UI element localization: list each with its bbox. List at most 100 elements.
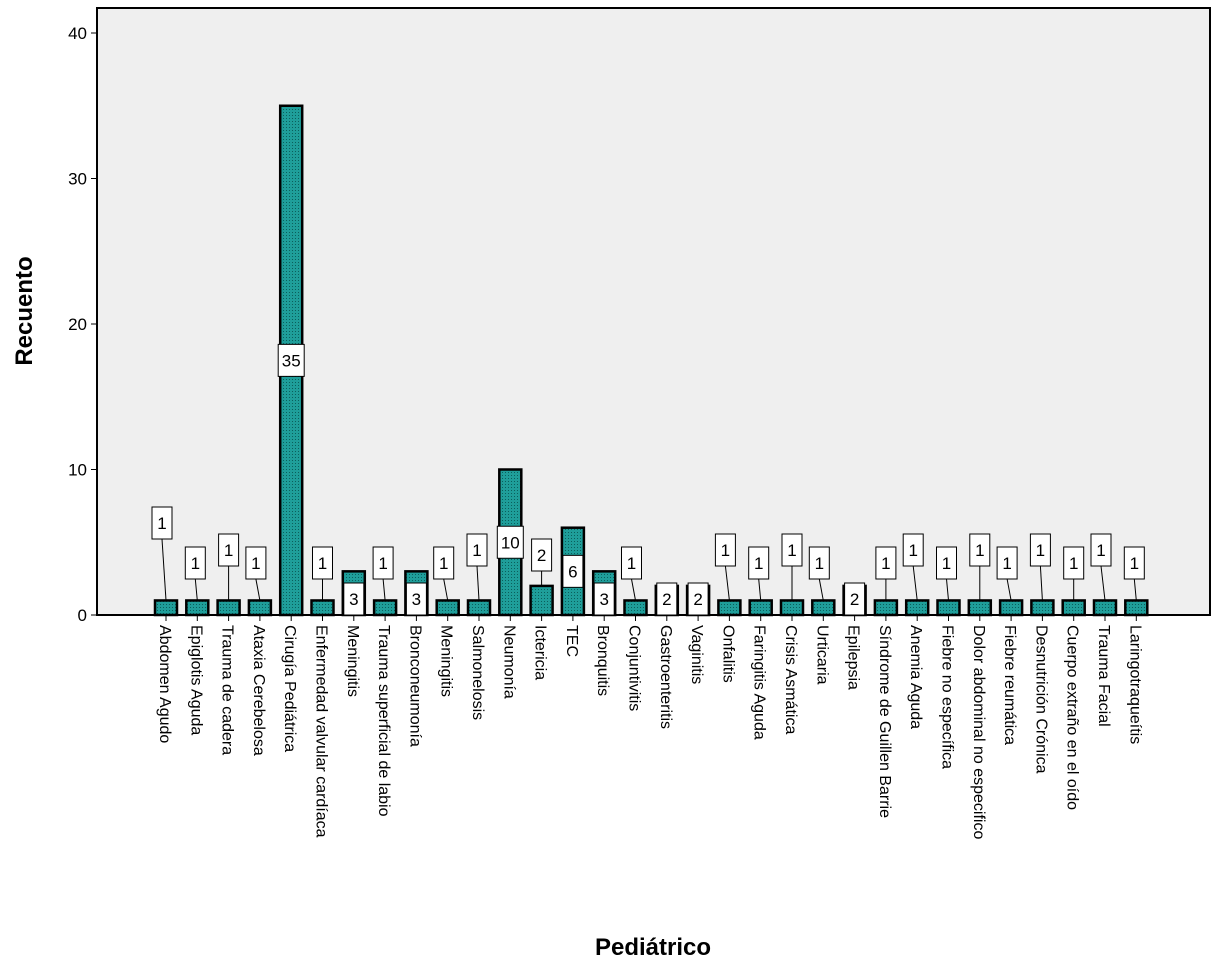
data-label-box bbox=[312, 546, 333, 580]
bar bbox=[185, 599, 210, 617]
bar bbox=[247, 599, 273, 617]
data-label: 1 bbox=[439, 554, 448, 573]
bar bbox=[873, 599, 899, 617]
bar bbox=[1124, 599, 1149, 617]
data-label: 2 bbox=[662, 590, 671, 609]
label-leader bbox=[443, 578, 449, 601]
data-label: 2 bbox=[537, 546, 546, 565]
data-label: 1 bbox=[627, 554, 636, 573]
label-leader bbox=[255, 578, 261, 601]
category-label: Ataxia Cerebelosa bbox=[250, 625, 267, 756]
bar bbox=[216, 599, 241, 617]
category-label: Fiebre reumática bbox=[1001, 625, 1018, 745]
data-label-box bbox=[277, 343, 305, 377]
category-label: Urticaria bbox=[813, 625, 830, 685]
data-label: 1 bbox=[1002, 554, 1011, 573]
data-label: 1 bbox=[318, 554, 327, 573]
bar bbox=[717, 599, 742, 617]
category-label: Epiglotis Aguda bbox=[187, 625, 204, 735]
category-label: Abdomen Agudo bbox=[156, 625, 173, 743]
data-label: 1 bbox=[754, 554, 763, 573]
data-label: 1 bbox=[942, 554, 951, 573]
category-label: Cirugía Pediátrica bbox=[281, 625, 298, 752]
data-label: 1 bbox=[224, 541, 233, 560]
category-label: Enfermedad valvular cardíaca bbox=[313, 625, 330, 838]
bar bbox=[435, 599, 460, 617]
bar bbox=[153, 599, 179, 617]
data-label: 1 bbox=[1096, 541, 1105, 560]
bar bbox=[811, 599, 836, 617]
data-label-box bbox=[936, 546, 957, 580]
label-leader bbox=[946, 578, 949, 601]
category-label: Meningitis bbox=[438, 625, 455, 697]
bar bbox=[623, 599, 648, 617]
data-label-box bbox=[496, 525, 524, 559]
data-label: 3 bbox=[349, 590, 358, 609]
y-tick-label: 30 bbox=[68, 170, 87, 189]
label-leader bbox=[1006, 578, 1012, 601]
bar bbox=[748, 599, 773, 617]
category-label: Meningitis bbox=[344, 625, 361, 697]
label-leader bbox=[758, 578, 762, 601]
label-leader bbox=[1039, 565, 1043, 601]
data-label: 2 bbox=[693, 590, 702, 609]
data-label-box bbox=[1063, 546, 1085, 580]
bar bbox=[967, 599, 993, 617]
data-label: 3 bbox=[412, 590, 421, 609]
data-label: 6 bbox=[568, 562, 577, 581]
data-label: 2 bbox=[850, 590, 859, 609]
data-label: 1 bbox=[1069, 554, 1078, 573]
category-label: Trauma superficial de labio bbox=[375, 625, 392, 817]
data-label-box bbox=[531, 538, 553, 572]
bar bbox=[998, 599, 1024, 617]
label-leader bbox=[1133, 578, 1137, 601]
category-label: Trauma Facial bbox=[1095, 625, 1112, 727]
bar bbox=[310, 599, 335, 617]
category-label: Salmonelosis bbox=[469, 625, 486, 720]
label-leader bbox=[476, 565, 480, 601]
data-label-box bbox=[781, 533, 803, 567]
category-label: Dolor abdominal no especifico bbox=[970, 625, 987, 839]
label-leader bbox=[1100, 565, 1106, 601]
label-leader bbox=[161, 538, 167, 601]
data-label-box bbox=[433, 546, 455, 580]
category-label: Crisis Asmática bbox=[782, 625, 799, 734]
category-label: Faringitis Aguda bbox=[751, 625, 768, 740]
bar bbox=[1061, 599, 1086, 617]
data-label: 1 bbox=[787, 541, 796, 560]
label-leader bbox=[818, 578, 824, 601]
label-leader bbox=[912, 565, 918, 601]
data-label-box bbox=[902, 533, 924, 567]
plot-area bbox=[96, 7, 1211, 616]
category-label: Anemia Aguda bbox=[907, 625, 924, 729]
label-leader bbox=[631, 578, 636, 601]
x-axis-title: Pediátrico bbox=[595, 934, 711, 961]
y-tick-label: 10 bbox=[68, 461, 87, 480]
category-label: Epilepsia bbox=[845, 625, 862, 690]
bar bbox=[372, 599, 398, 617]
bar bbox=[1030, 599, 1055, 617]
data-label: 1 bbox=[815, 554, 824, 573]
data-label: 1 bbox=[721, 541, 730, 560]
bar bbox=[466, 599, 492, 617]
bar bbox=[779, 599, 805, 617]
data-label-box bbox=[808, 546, 830, 580]
data-label-box bbox=[875, 546, 897, 580]
category-label: Fiebre no específica bbox=[939, 625, 956, 769]
data-label-box bbox=[621, 546, 642, 580]
data-label-box bbox=[372, 546, 394, 580]
bar bbox=[936, 599, 961, 617]
data-label-box bbox=[151, 506, 173, 540]
data-label: 1 bbox=[1130, 554, 1139, 573]
data-label: 1 bbox=[1036, 541, 1045, 560]
data-label: 1 bbox=[472, 541, 481, 560]
data-label-box bbox=[245, 546, 267, 580]
category-label: Neumonía bbox=[500, 625, 517, 699]
data-label: 1 bbox=[975, 541, 984, 560]
y-axis-title: Recuento bbox=[11, 256, 38, 365]
data-label: 1 bbox=[908, 541, 917, 560]
data-label: 1 bbox=[378, 554, 387, 573]
category-labels: Abdomen Agudo Epiglotis Aguda Trauma de ca… bbox=[156, 615, 1143, 839]
y-tick-label: 20 bbox=[68, 315, 87, 334]
